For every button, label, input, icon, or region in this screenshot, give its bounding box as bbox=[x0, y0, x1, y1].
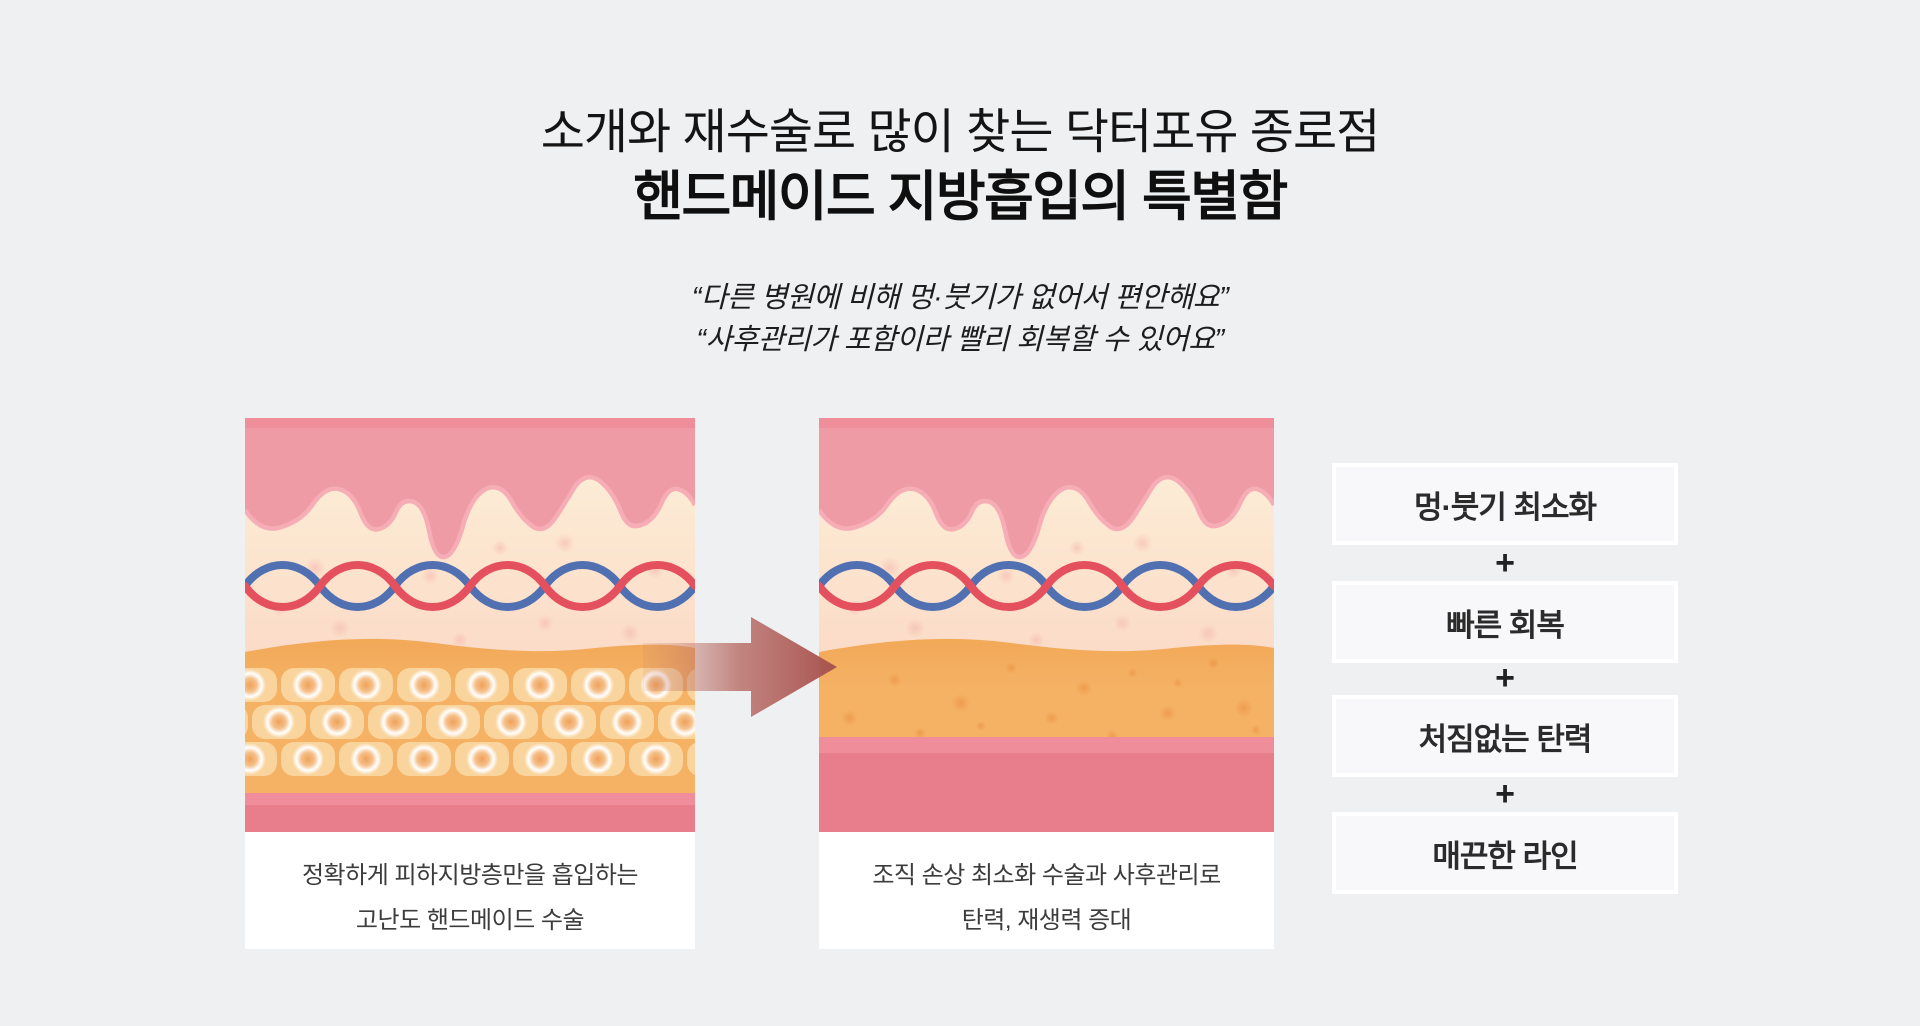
benefit-box-2: 빠른 회복 bbox=[1332, 581, 1678, 663]
page-subtitle: 소개와 재수술로 많이 찾는 닥터포유 종로점 bbox=[540, 106, 1381, 159]
right-arrow-icon bbox=[643, 617, 837, 717]
before-caption: 정확하게 피하지방층만을 흡입하는 고난도 핸드메이드 수술 bbox=[245, 832, 695, 943]
before-panel: 정확하게 피하지방층만을 흡입하는 고난도 핸드메이드 수술 bbox=[241, 418, 699, 949]
before-caption-line1: 정확하게 피하지방층만을 흡입하는 bbox=[301, 862, 639, 889]
page-title: 핸드메이드 지방흡입의 특별함 bbox=[633, 167, 1288, 227]
plus-icon: + bbox=[1495, 658, 1515, 697]
testimonial-quote-1: “다른 병원에 비해 멍·붓기가 없어서 편안해요” bbox=[691, 282, 1229, 314]
before-caption-line2: 고난도 핸드메이드 수술 bbox=[355, 907, 585, 934]
after-caption-line1: 조직 손상 최소화 수술과 사후관리로 bbox=[872, 862, 1221, 889]
after-caption-line2: 탄력, 재생력 증대 bbox=[961, 907, 1132, 934]
plus-icon: + bbox=[1495, 774, 1515, 813]
plus-icon: + bbox=[1495, 543, 1515, 582]
benefit-box-1: 멍·붓기 최소화 bbox=[1332, 463, 1678, 545]
after-panel: 조직 손상 최소화 수술과 사후관리로 탄력, 재생력 증대 bbox=[814, 418, 1279, 949]
benefit-box-3: 처짐없는 탄력 bbox=[1332, 695, 1678, 777]
testimonial-quote-2: “사후관리가 포함이라 빨리 회복할 수 있어요” bbox=[696, 324, 1224, 356]
benefit-box-4: 매끈한 라인 bbox=[1332, 812, 1678, 894]
skin-cross-section-after-illustration bbox=[814, 418, 1279, 832]
skin-cross-section-before-illustration bbox=[241, 418, 699, 832]
after-caption: 조직 손상 최소화 수술과 사후관리로 탄력, 재생력 증대 bbox=[819, 832, 1274, 943]
